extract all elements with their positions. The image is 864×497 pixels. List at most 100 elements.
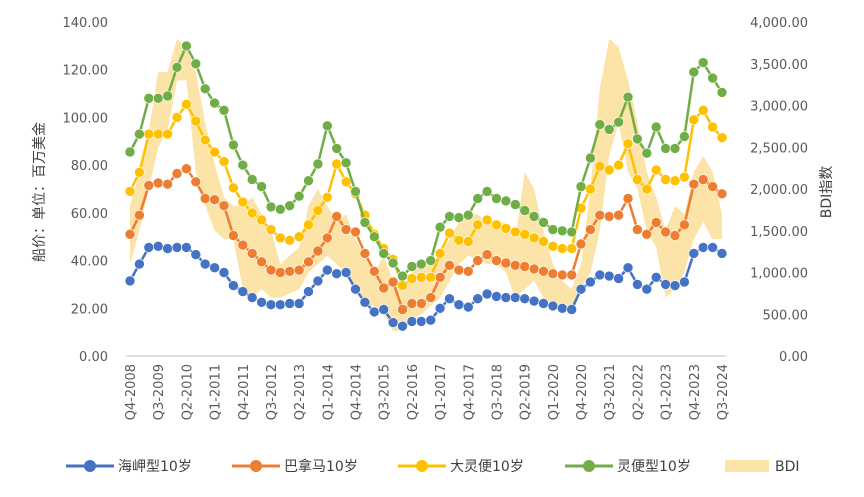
- series-point: [199, 83, 211, 95]
- series-point: [256, 181, 267, 192]
- series-point: [603, 270, 615, 282]
- series-point: [462, 209, 474, 221]
- series-point: [171, 112, 183, 123]
- series-point: [246, 292, 258, 303]
- legend-item: 灵便型10岁: [565, 459, 691, 475]
- series-point: [303, 175, 314, 186]
- series-point: [134, 209, 145, 221]
- bdi-area: [130, 38, 722, 331]
- series-point: [594, 161, 606, 172]
- series-point: [162, 178, 173, 190]
- series-point: [246, 248, 258, 259]
- series-point: [434, 302, 446, 314]
- series-point: [387, 257, 399, 269]
- series-point: [152, 241, 164, 252]
- series-point: [660, 226, 671, 238]
- series-point: [679, 219, 690, 231]
- series-point: [303, 219, 314, 231]
- legend-label: 巴拿马10岁: [284, 458, 358, 475]
- legend-label: 灵便型10岁: [617, 459, 691, 475]
- y-tick-label: 140.00: [63, 16, 109, 31]
- series-point: [293, 298, 305, 309]
- series-point: [519, 229, 531, 240]
- series-point: [472, 293, 484, 305]
- series-point: [500, 223, 512, 234]
- bdi-area-layer: [130, 38, 722, 331]
- y-tick-label: 100.00: [63, 111, 109, 126]
- series-point: [641, 229, 653, 240]
- series-point: [209, 146, 220, 158]
- series-point: [321, 192, 333, 203]
- y2-tick-label: 500.00: [763, 308, 809, 323]
- x-tick-label: Q1-2023: [660, 364, 675, 420]
- series-point: [218, 156, 230, 167]
- series-point: [641, 283, 653, 295]
- series-point: [669, 175, 681, 186]
- series-point: [312, 245, 324, 257]
- series-point: [321, 120, 333, 132]
- series-point: [331, 158, 343, 170]
- series-point: [697, 57, 709, 68]
- series-point: [679, 171, 690, 183]
- series-point: [190, 176, 202, 188]
- series-point: [359, 217, 371, 228]
- series-point: [538, 217, 549, 228]
- series-point: [265, 201, 277, 213]
- series-point: [124, 275, 136, 287]
- x-tick-label: Q2-2016: [406, 364, 421, 420]
- series-point: [519, 261, 531, 272]
- series-point: [312, 158, 324, 170]
- series-point: [453, 264, 465, 276]
- series-point: [594, 119, 606, 130]
- series-point: [134, 128, 145, 140]
- series-point: [444, 293, 455, 305]
- series-point: [566, 269, 578, 281]
- series-point: [209, 262, 220, 274]
- series-point: [425, 255, 437, 266]
- series-point: [509, 226, 521, 238]
- series-point: [387, 317, 399, 328]
- x-tick-label: Q4-2017: [462, 364, 477, 420]
- series-point: [209, 97, 220, 109]
- y-tick-label: 60.00: [71, 207, 108, 222]
- series-point: [331, 143, 343, 154]
- series-point: [585, 152, 596, 164]
- series-point: [434, 248, 446, 259]
- series-point: [453, 235, 465, 246]
- series-point: [181, 40, 192, 52]
- series-point: [585, 224, 596, 235]
- axes: 0.00 20.00 40.00 60.00 80.00 100.00 120.00 140.…: [63, 16, 809, 420]
- series-point: [425, 314, 437, 326]
- y2-tick-label: 1,000.00: [750, 267, 808, 282]
- series-point: [603, 124, 615, 135]
- y-tick-label: 20.00: [71, 302, 108, 317]
- series-point: [162, 128, 173, 140]
- series-point: [641, 147, 653, 159]
- legend-label: BDI: [775, 459, 800, 475]
- series-point: [622, 262, 634, 274]
- series-point: [472, 255, 484, 266]
- series-point: [575, 238, 587, 250]
- series-point: [228, 182, 239, 194]
- series-point: [246, 174, 258, 185]
- series-point: [246, 207, 258, 219]
- series-point: [265, 299, 277, 311]
- series-point: [350, 283, 361, 295]
- series-point: [707, 242, 718, 253]
- series-point: [650, 217, 662, 228]
- series-line: [128, 167, 723, 311]
- series-point: [340, 157, 352, 169]
- series-point: [528, 295, 540, 307]
- legend-marker: [416, 460, 428, 472]
- series-point: [256, 256, 267, 268]
- x-tick-label: Q2-2019: [519, 364, 534, 420]
- series-point: [171, 242, 183, 253]
- series-point: [237, 196, 249, 208]
- series-point: [697, 242, 709, 253]
- series-point: [162, 90, 173, 102]
- series-point: [613, 159, 624, 171]
- series-point: [547, 241, 559, 252]
- legend-marker: [84, 460, 96, 472]
- series-point: [152, 93, 164, 104]
